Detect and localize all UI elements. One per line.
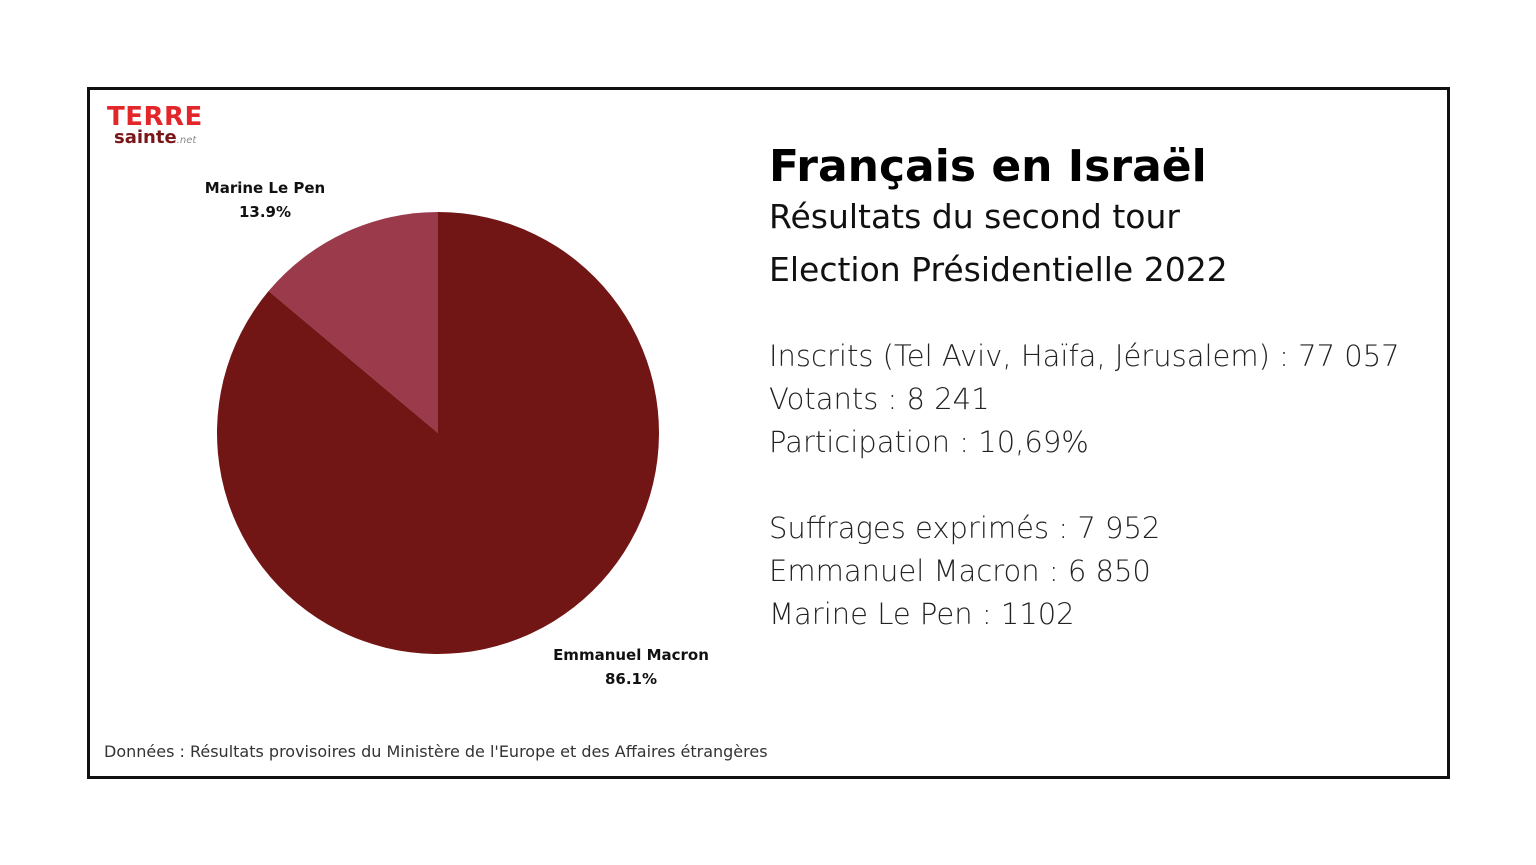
stat-participation: Participation : 10,69% xyxy=(769,425,1089,459)
stat-macron: Emmanuel Macron : 6 850 xyxy=(769,554,1151,588)
logo-suffix: .net xyxy=(176,135,197,146)
slice-name-label: Emmanuel Macron xyxy=(553,646,709,664)
stat-suffrages: Suffrages exprimés : 7 952 xyxy=(769,511,1161,545)
page-title: Français en Israël xyxy=(769,141,1207,192)
stat-lepen: Marine Le Pen : 1102 xyxy=(769,597,1075,631)
pie-slice-marine-le-pen xyxy=(268,212,438,433)
pie-chart: Marine Le Pen 13.9% Emmanuel Macron 86.1% xyxy=(205,179,709,688)
subtitle-election: Election Présidentielle 2022 xyxy=(769,250,1228,289)
logo-bottom-text: sainte.net xyxy=(114,129,196,150)
logo-top-text: TERRE xyxy=(107,102,203,132)
stat-votants: Votants : 8 241 xyxy=(769,382,990,416)
source-note: Données : Résultats provisoires du Minis… xyxy=(104,742,768,761)
logo-name: sainte xyxy=(114,127,177,148)
subtitle-round: Résultats du second tour xyxy=(769,197,1180,236)
pie-slice-emmanuel-macron xyxy=(217,212,660,654)
stat-inscrits: Inscrits (Tel Aviv, Haïfa, Jérusalem) : … xyxy=(769,339,1400,373)
infographic-frame: TERRE sainte.net Marine Le Pen 13.9% Emman… xyxy=(87,87,1450,779)
slice-percent-label: 86.1% xyxy=(605,670,657,688)
terresainte-logo: TERRE sainte.net xyxy=(107,104,217,154)
slice-name-label: Marine Le Pen xyxy=(205,179,325,197)
slice-percent-label: 13.9% xyxy=(239,203,291,221)
